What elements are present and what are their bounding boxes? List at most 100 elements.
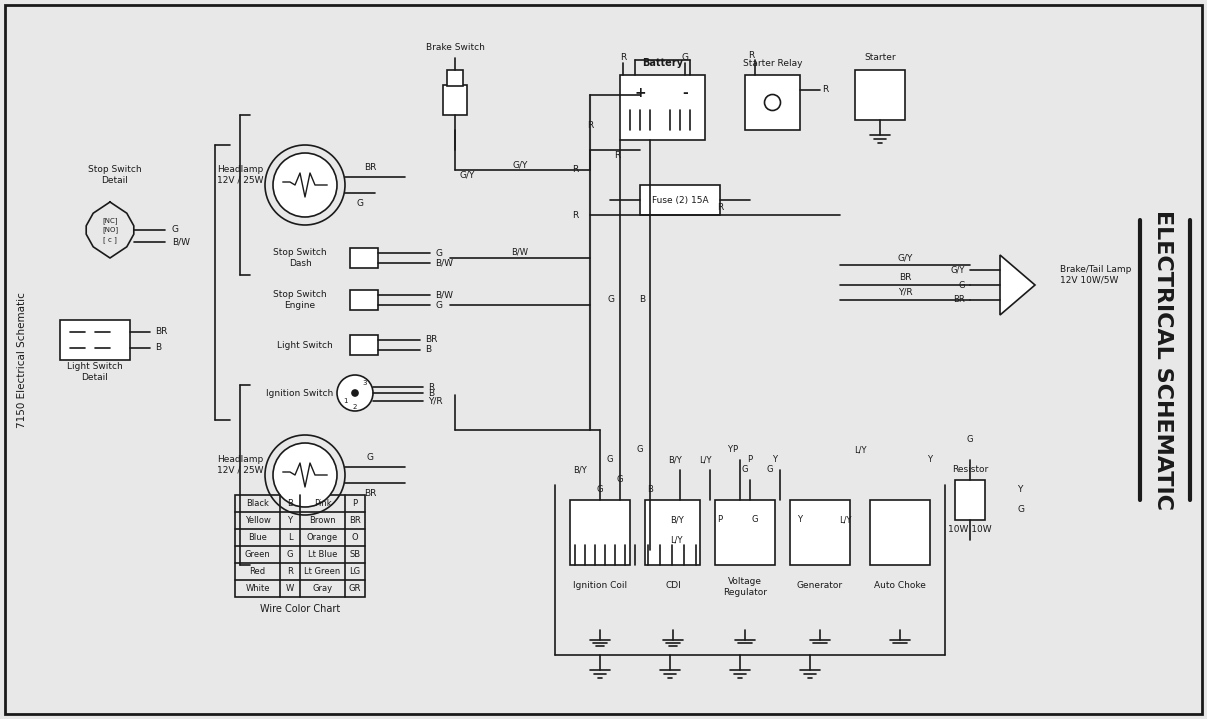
Text: B/Y: B/Y	[573, 465, 587, 475]
Text: P: P	[733, 446, 737, 454]
Text: Yellow: Yellow	[245, 516, 270, 525]
Text: [ c ]: [ c ]	[103, 237, 117, 243]
Bar	[447, 70, 463, 86]
Text: B: B	[428, 388, 435, 398]
Text: BR: BR	[899, 273, 911, 283]
Text: BR: BR	[954, 296, 966, 305]
Text: B: B	[154, 344, 161, 352]
Bar	[640, 185, 721, 215]
Text: 1: 1	[343, 398, 348, 404]
Text: Lt Blue: Lt Blue	[308, 550, 337, 559]
Text: Y: Y	[927, 456, 933, 464]
Text: Y: Y	[798, 516, 803, 524]
Text: Red: Red	[250, 567, 266, 576]
Text: B/W: B/W	[435, 290, 453, 300]
Text: G: G	[958, 280, 966, 290]
Bar	[791, 500, 850, 565]
Text: BR: BR	[154, 327, 168, 336]
Circle shape	[352, 390, 358, 396]
Text: P: P	[352, 499, 357, 508]
Text: B: B	[639, 296, 645, 305]
Text: Green: Green	[245, 550, 270, 559]
Text: B/Y: B/Y	[670, 516, 683, 524]
Text: L/Y: L/Y	[853, 446, 867, 454]
Text: L/Y: L/Y	[670, 536, 682, 544]
Bar	[570, 500, 630, 565]
Text: R: R	[287, 567, 293, 576]
Text: R: R	[614, 150, 620, 160]
Bar	[235, 495, 365, 597]
Bar	[443, 85, 467, 115]
Bar	[350, 335, 378, 355]
Text: Brake Switch: Brake Switch	[426, 42, 484, 52]
Text: R: R	[620, 53, 626, 63]
Text: G/Y: G/Y	[460, 170, 476, 180]
Text: Stop Switch
Engine: Stop Switch Engine	[273, 290, 327, 310]
Text: BR: BR	[363, 162, 377, 172]
Bar	[715, 500, 775, 565]
Text: 3: 3	[363, 380, 367, 386]
Text: +: +	[634, 86, 646, 100]
Text: Ignition Coil: Ignition Coil	[573, 580, 628, 590]
Text: G: G	[608, 296, 616, 305]
Text: Orange: Orange	[307, 533, 338, 542]
Text: G: G	[617, 475, 623, 485]
Text: G: G	[435, 249, 442, 257]
Circle shape	[337, 375, 373, 411]
Text: B/Y: B/Y	[669, 456, 682, 464]
Text: L: L	[287, 533, 292, 542]
Text: G: G	[356, 198, 363, 208]
Text: G: G	[367, 452, 373, 462]
Text: G: G	[287, 550, 293, 559]
Text: B: B	[287, 499, 293, 508]
Text: Starter Relay: Starter Relay	[742, 58, 803, 68]
Text: R: R	[572, 211, 578, 219]
Text: R: R	[587, 121, 593, 129]
Bar	[645, 500, 700, 565]
Bar	[350, 248, 378, 268]
Text: Starter: Starter	[864, 53, 896, 63]
Text: O: O	[351, 533, 358, 542]
Text: [NO]: [NO]	[101, 226, 118, 234]
Text: G: G	[766, 465, 774, 475]
Text: R: R	[428, 383, 435, 392]
Text: 2: 2	[352, 404, 357, 410]
Text: Y: Y	[287, 516, 292, 525]
Text: BR: BR	[349, 516, 361, 525]
Text: Resistor: Resistor	[952, 465, 989, 475]
Text: B: B	[425, 346, 431, 354]
Text: CDI: CDI	[665, 580, 681, 590]
Text: B/W: B/W	[173, 237, 189, 247]
Text: G: G	[173, 226, 179, 234]
Text: P: P	[717, 516, 723, 524]
Text: B: B	[647, 485, 653, 495]
Bar	[955, 480, 985, 520]
Text: Y: Y	[728, 446, 733, 454]
Text: Y: Y	[1018, 485, 1022, 495]
Text: P: P	[747, 456, 752, 464]
Bar	[855, 70, 905, 120]
Text: B/W: B/W	[435, 259, 453, 267]
Text: Headlamp
12V / 25W: Headlamp 12V / 25W	[217, 165, 263, 185]
Text: R: R	[822, 86, 828, 94]
Text: Y/R: Y/R	[898, 288, 912, 296]
Text: Stop Switch
Detail: Stop Switch Detail	[88, 165, 141, 185]
Text: GR: GR	[349, 584, 361, 593]
Text: 7150 Electrical Schematic: 7150 Electrical Schematic	[17, 292, 27, 428]
Text: G/Y: G/Y	[951, 265, 966, 275]
Text: Pink: Pink	[314, 499, 331, 508]
Text: Generator: Generator	[797, 580, 842, 590]
Text: BR: BR	[363, 488, 377, 498]
Text: -: -	[682, 86, 688, 100]
Text: L/Y: L/Y	[699, 456, 711, 464]
Text: G: G	[607, 456, 613, 464]
Text: Wire Color Chart: Wire Color Chart	[260, 604, 340, 614]
Text: G/Y: G/Y	[512, 160, 527, 170]
Text: Auto Choke: Auto Choke	[874, 580, 926, 590]
Text: Blue: Blue	[249, 533, 267, 542]
Circle shape	[273, 443, 337, 507]
Bar	[745, 75, 800, 130]
Text: R: R	[572, 165, 578, 175]
Text: BR: BR	[425, 336, 437, 344]
Text: L/Y: L/Y	[839, 516, 851, 524]
